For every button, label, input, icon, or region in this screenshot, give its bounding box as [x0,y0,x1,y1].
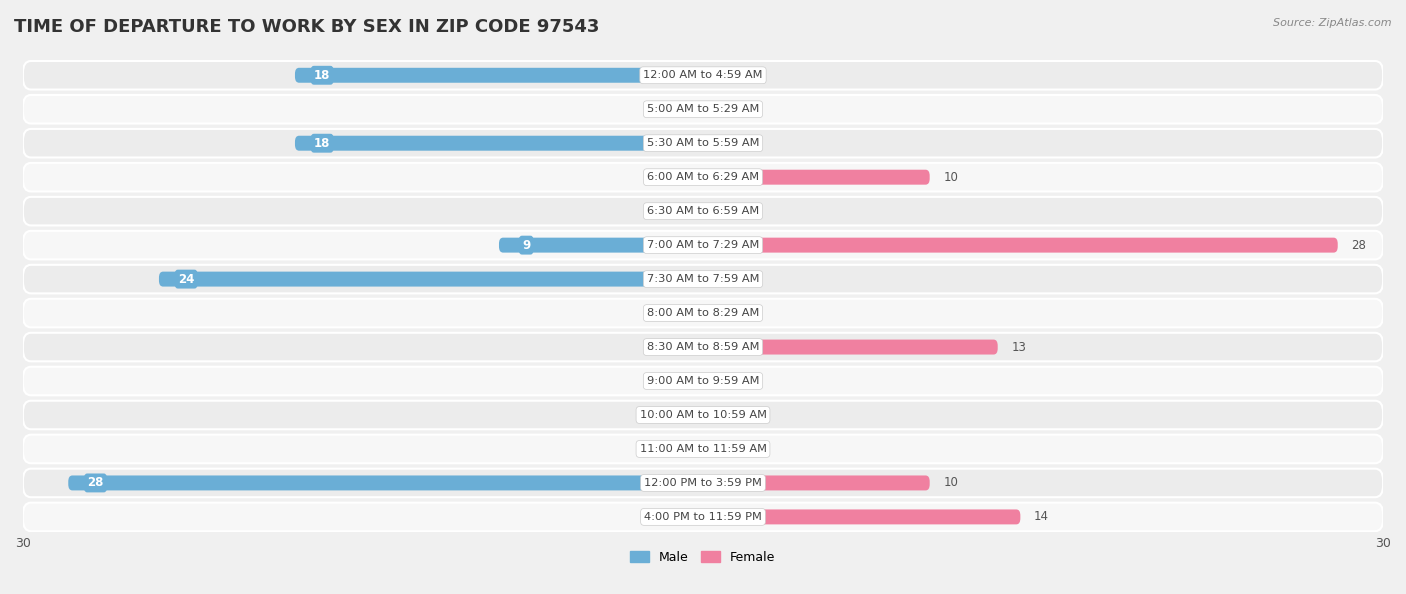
FancyBboxPatch shape [22,366,1384,395]
Text: 5:00 AM to 5:29 AM: 5:00 AM to 5:29 AM [647,104,759,114]
FancyBboxPatch shape [669,407,703,422]
Text: 0: 0 [747,205,754,217]
FancyBboxPatch shape [703,305,737,321]
FancyBboxPatch shape [22,197,1384,226]
Text: 0: 0 [652,340,659,353]
Text: 14: 14 [1033,510,1049,523]
Text: 0: 0 [747,69,754,82]
FancyBboxPatch shape [703,170,929,185]
Text: 12:00 PM to 3:59 PM: 12:00 PM to 3:59 PM [644,478,762,488]
FancyBboxPatch shape [669,374,703,388]
FancyBboxPatch shape [703,68,737,83]
Text: 0: 0 [747,409,754,422]
FancyBboxPatch shape [703,136,737,151]
FancyBboxPatch shape [22,299,1384,327]
Text: 13: 13 [1011,340,1026,353]
Legend: Male, Female: Male, Female [626,546,780,569]
Text: 9: 9 [522,239,530,252]
FancyBboxPatch shape [703,510,1021,525]
Text: 7:00 AM to 7:29 AM: 7:00 AM to 7:29 AM [647,240,759,250]
FancyBboxPatch shape [669,102,703,116]
Text: 0: 0 [747,307,754,320]
FancyBboxPatch shape [669,340,703,355]
Text: 0: 0 [747,273,754,286]
FancyBboxPatch shape [703,374,737,388]
Text: 8:00 AM to 8:29 AM: 8:00 AM to 8:29 AM [647,308,759,318]
Text: 10:00 AM to 10:59 AM: 10:00 AM to 10:59 AM [640,410,766,420]
FancyBboxPatch shape [22,231,1384,260]
FancyBboxPatch shape [669,441,703,456]
Text: 12:00 AM to 4:59 AM: 12:00 AM to 4:59 AM [644,70,762,80]
Text: 28: 28 [1351,239,1367,252]
Text: 0: 0 [652,103,659,116]
FancyBboxPatch shape [295,68,703,83]
Text: 28: 28 [87,476,104,489]
FancyBboxPatch shape [703,238,1337,252]
FancyBboxPatch shape [499,238,703,252]
FancyBboxPatch shape [703,271,737,286]
FancyBboxPatch shape [22,163,1384,191]
Text: 0: 0 [652,170,659,184]
Text: 18: 18 [314,69,330,82]
FancyBboxPatch shape [703,102,737,116]
FancyBboxPatch shape [22,95,1384,124]
Text: 10: 10 [943,476,957,489]
Text: 0: 0 [652,375,659,387]
Text: 24: 24 [179,273,194,286]
FancyBboxPatch shape [295,136,703,151]
Text: 0: 0 [652,307,659,320]
FancyBboxPatch shape [703,340,998,355]
Text: 8:30 AM to 8:59 AM: 8:30 AM to 8:59 AM [647,342,759,352]
FancyBboxPatch shape [22,61,1384,90]
Text: TIME OF DEPARTURE TO WORK BY SEX IN ZIP CODE 97543: TIME OF DEPARTURE TO WORK BY SEX IN ZIP … [14,18,599,36]
Text: 11:00 AM to 11:59 AM: 11:00 AM to 11:59 AM [640,444,766,454]
FancyBboxPatch shape [703,204,737,219]
FancyBboxPatch shape [22,469,1384,497]
FancyBboxPatch shape [69,475,703,491]
Text: 6:00 AM to 6:29 AM: 6:00 AM to 6:29 AM [647,172,759,182]
Text: 6:30 AM to 6:59 AM: 6:30 AM to 6:59 AM [647,206,759,216]
Text: 0: 0 [747,103,754,116]
Text: 0: 0 [747,443,754,456]
Text: 4:00 PM to 11:59 PM: 4:00 PM to 11:59 PM [644,512,762,522]
FancyBboxPatch shape [669,204,703,219]
Text: 7:30 AM to 7:59 AM: 7:30 AM to 7:59 AM [647,274,759,284]
Text: 10: 10 [943,170,957,184]
FancyBboxPatch shape [703,475,929,491]
Text: 0: 0 [747,375,754,387]
Text: 9:00 AM to 9:59 AM: 9:00 AM to 9:59 AM [647,376,759,386]
Text: 5:30 AM to 5:59 AM: 5:30 AM to 5:59 AM [647,138,759,148]
FancyBboxPatch shape [159,271,703,286]
FancyBboxPatch shape [669,305,703,321]
FancyBboxPatch shape [22,503,1384,531]
Text: 0: 0 [747,137,754,150]
FancyBboxPatch shape [703,407,737,422]
Text: 0: 0 [652,510,659,523]
Text: 18: 18 [314,137,330,150]
Text: 0: 0 [652,409,659,422]
FancyBboxPatch shape [703,441,737,456]
FancyBboxPatch shape [669,170,703,185]
FancyBboxPatch shape [22,401,1384,429]
FancyBboxPatch shape [22,435,1384,463]
FancyBboxPatch shape [669,510,703,525]
FancyBboxPatch shape [22,333,1384,361]
FancyBboxPatch shape [22,265,1384,293]
Text: 0: 0 [652,205,659,217]
Text: 0: 0 [652,443,659,456]
Text: Source: ZipAtlas.com: Source: ZipAtlas.com [1274,18,1392,28]
FancyBboxPatch shape [22,129,1384,157]
